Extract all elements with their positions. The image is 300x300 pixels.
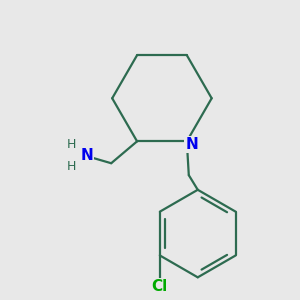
Text: H: H [67,160,76,172]
Text: N: N [81,148,94,163]
Text: H: H [67,138,76,151]
Text: N: N [185,137,198,152]
Text: Cl: Cl [152,279,168,294]
